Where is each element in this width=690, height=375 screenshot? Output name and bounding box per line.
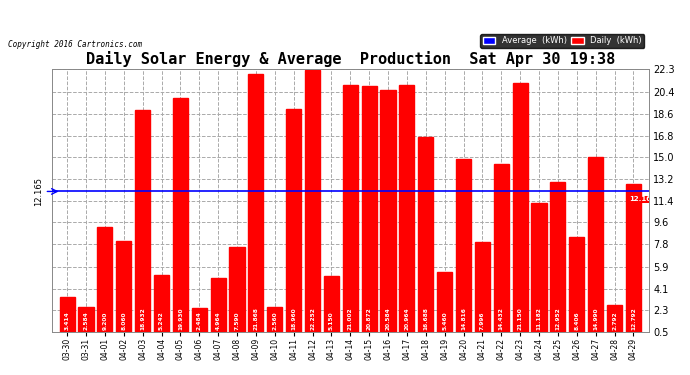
Text: 19.930: 19.930 [178, 307, 183, 330]
Bar [267, 308, 282, 338]
Text: 12.952: 12.952 [555, 307, 560, 330]
Bar [551, 182, 566, 338]
Text: 21.868: 21.868 [253, 307, 258, 330]
Text: 8.406: 8.406 [574, 311, 580, 330]
Bar [173, 98, 188, 338]
Bar [531, 203, 546, 338]
Text: 2.484: 2.484 [197, 311, 201, 330]
Bar [475, 242, 490, 338]
Text: 22.252: 22.252 [310, 307, 315, 330]
Bar [626, 184, 641, 338]
Bar [588, 158, 603, 338]
Bar [59, 297, 75, 338]
Text: 9.200: 9.200 [102, 311, 108, 330]
Text: 14.816: 14.816 [461, 307, 466, 330]
Text: 7.590: 7.590 [235, 311, 239, 330]
Text: 18.960: 18.960 [291, 307, 296, 330]
Bar [569, 237, 584, 338]
Text: 20.584: 20.584 [386, 307, 391, 330]
Text: 21.002: 21.002 [348, 307, 353, 330]
Text: 12.165: 12.165 [34, 177, 43, 206]
Text: Copyright 2016 Cartronics.com: Copyright 2016 Cartronics.com [8, 40, 142, 49]
Bar [286, 110, 302, 338]
Bar [248, 74, 264, 338]
Bar [97, 227, 112, 338]
Text: 14.990: 14.990 [593, 307, 598, 330]
Text: 14.432: 14.432 [499, 307, 504, 330]
Bar [343, 85, 358, 338]
Text: 5.460: 5.460 [442, 311, 447, 330]
Text: 5.150: 5.150 [329, 311, 334, 330]
Title: Daily Solar Energy & Average  Production  Sat Apr 30 19:38: Daily Solar Energy & Average Production … [86, 51, 615, 67]
Text: 2.792: 2.792 [612, 311, 617, 330]
Legend: Average  (kWh), Daily  (kWh): Average (kWh), Daily (kWh) [480, 34, 644, 48]
Bar [607, 304, 622, 338]
Text: 12.792: 12.792 [631, 307, 636, 330]
Bar [305, 70, 320, 338]
Text: 8.060: 8.060 [121, 311, 126, 330]
Bar [380, 90, 395, 338]
Bar [79, 307, 94, 338]
Text: 11.182: 11.182 [537, 307, 542, 330]
Text: 2.560: 2.560 [273, 311, 277, 330]
Bar [210, 278, 226, 338]
Text: 16.688: 16.688 [423, 307, 428, 330]
Text: 5.242: 5.242 [159, 311, 164, 330]
Text: 2.584: 2.584 [83, 311, 88, 330]
Text: 4.964: 4.964 [216, 311, 221, 330]
Text: 7.996: 7.996 [480, 311, 485, 330]
Text: 21.150: 21.150 [518, 307, 522, 330]
Text: 20.964: 20.964 [404, 307, 409, 330]
Bar [116, 241, 131, 338]
Bar [324, 276, 339, 338]
Bar [154, 275, 169, 338]
Text: 3.414: 3.414 [65, 311, 70, 330]
Bar [437, 272, 452, 338]
Text: 20.872: 20.872 [366, 307, 372, 330]
Bar [418, 137, 433, 338]
Bar [135, 110, 150, 338]
Bar [230, 247, 244, 338]
Text: 18.932: 18.932 [140, 307, 145, 330]
Bar [400, 85, 415, 338]
Text: 12.165: 12.165 [629, 196, 656, 202]
Bar [192, 308, 207, 338]
Bar [362, 86, 377, 338]
Bar [494, 164, 509, 338]
Bar [456, 159, 471, 338]
Bar [513, 83, 528, 338]
